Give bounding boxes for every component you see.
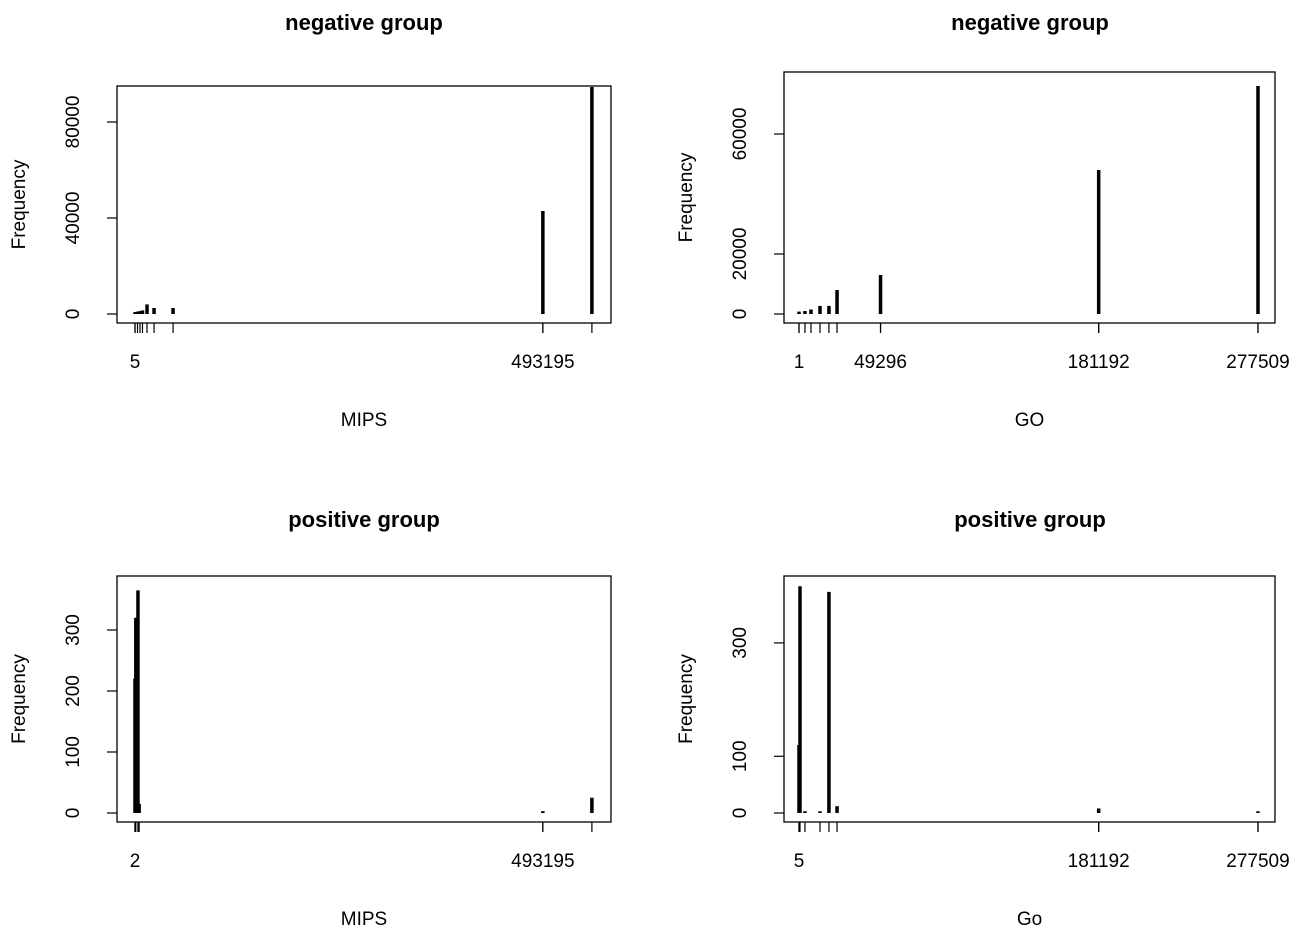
chart-title: positive group — [288, 507, 440, 532]
chart-title: positive group — [954, 507, 1106, 532]
x-tick-label: 2 — [130, 851, 141, 872]
chart-title: negative group — [951, 10, 1109, 35]
x-tick-label: 181192 — [1068, 352, 1130, 373]
y-tick-label: 200 — [63, 675, 84, 707]
y-axis-label: Frequency — [676, 152, 697, 242]
y-tick-label: 100 — [63, 736, 84, 768]
y-tick-label: 60000 — [730, 108, 751, 161]
x-tick-label: 181192 — [1068, 851, 1130, 872]
x-tick-label: 1 — [794, 352, 805, 373]
y-tick-label: 300 — [63, 614, 84, 646]
plot-frame — [783, 71, 1276, 324]
y-axis-label: Frequency — [676, 654, 697, 744]
y-tick-label: 0 — [63, 808, 84, 819]
y-tick-label: 0 — [730, 309, 751, 320]
y-tick-label: 0 — [63, 309, 84, 320]
y-tick-label: 0 — [730, 808, 751, 819]
y-axis-label: Frequency — [9, 159, 30, 249]
y-tick-label: 20000 — [730, 228, 751, 281]
x-axis-label: MIPS — [341, 410, 387, 431]
x-tick-label: 493195 — [511, 851, 574, 872]
x-tick-label: 5 — [130, 352, 141, 373]
y-tick-label: 40000 — [63, 192, 84, 245]
plot-frame — [783, 575, 1276, 823]
plot-frame — [116, 85, 612, 324]
y-axis-label: Frequency — [9, 654, 30, 744]
x-axis-label: GO — [1015, 410, 1045, 431]
y-tick-label: 80000 — [63, 96, 84, 149]
panel: positive group MIPS Frequency 0 100 200 300 2 49… — [9, 507, 612, 930]
panel: positive group Go Frequency 0 100 300 5 181192 2… — [676, 507, 1290, 930]
x-axis-label: Go — [1017, 909, 1042, 930]
x-tick-label: 493195 — [511, 352, 574, 373]
y-tick-label: 100 — [730, 740, 751, 772]
x-axis-label: MIPS — [341, 909, 387, 930]
chart-title: negative group — [285, 10, 443, 35]
panel: negative group MIPS Frequency 0 40000 80000 5 4… — [9, 10, 612, 431]
x-tick-label: 277509 — [1226, 851, 1289, 872]
x-tick-label: 5 — [794, 851, 805, 872]
x-tick-label: 49296 — [854, 352, 907, 373]
panel: negative group GO Frequency 0 20000 60000 1 492… — [676, 10, 1290, 431]
y-tick-label: 300 — [730, 627, 751, 659]
x-tick-label: 277509 — [1226, 352, 1289, 373]
plot-frame — [116, 575, 612, 823]
